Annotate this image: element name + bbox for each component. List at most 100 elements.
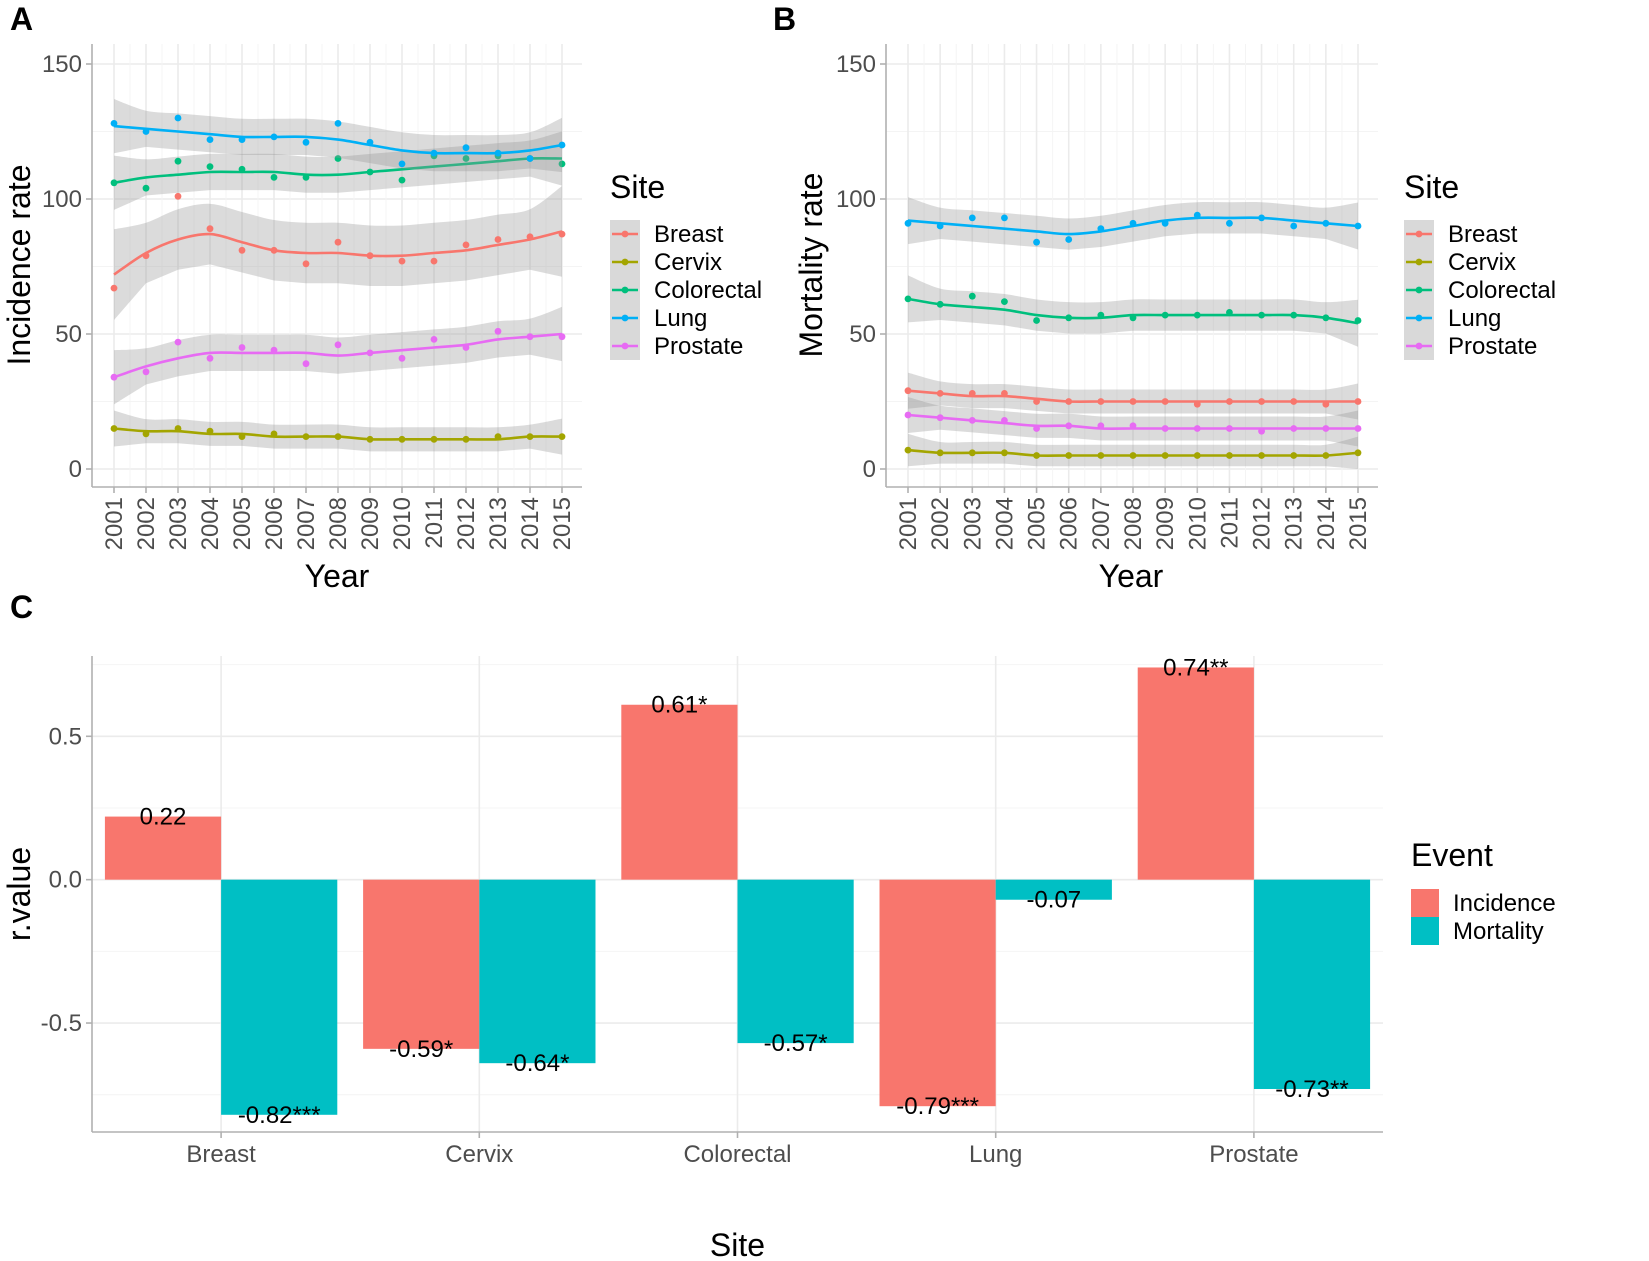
data-point — [174, 114, 182, 122]
x-axis-title: Year — [305, 558, 370, 594]
series-cervix — [904, 433, 1362, 469]
data-point — [270, 133, 278, 141]
y-tick-label: 0 — [863, 456, 876, 483]
confidence-ribbon — [908, 275, 1358, 347]
legend-key-point — [1415, 342, 1423, 350]
data-point — [1290, 425, 1298, 432]
data-point — [1193, 400, 1201, 408]
y-tick-label: -0.5 — [41, 1010, 82, 1037]
data-point — [462, 344, 470, 351]
data-point — [526, 433, 534, 440]
x-tick-label: 2010 — [389, 497, 416, 550]
bar — [621, 704, 738, 880]
bar — [1137, 667, 1254, 880]
x-tick-label: 2008 — [1120, 497, 1147, 550]
data-point — [1354, 449, 1362, 457]
data-point — [1226, 398, 1233, 405]
series-lung — [110, 98, 566, 173]
x-tick-label: 2004 — [197, 497, 224, 550]
data-point — [968, 214, 976, 222]
data-point — [1258, 398, 1265, 405]
legend-label: Colorectal — [654, 277, 762, 304]
x-tick-label: 2005 — [229, 497, 256, 550]
x-tick-label: 2014 — [517, 497, 544, 550]
data-point — [398, 176, 406, 184]
bar-value-label: 0.74** — [1163, 654, 1228, 681]
data-point — [1001, 390, 1008, 397]
data-point — [398, 160, 406, 168]
data-point — [1129, 219, 1137, 227]
legend-key-point — [621, 314, 629, 322]
legend-label: Breast — [1448, 221, 1518, 248]
y-axis-title: Mortality rate — [793, 173, 829, 358]
series-cervix — [110, 410, 566, 455]
data-point — [1065, 398, 1073, 405]
data-point — [904, 295, 912, 303]
data-point — [1258, 427, 1265, 435]
data-point — [430, 336, 438, 343]
legend-key-point — [621, 286, 629, 294]
data-point — [1258, 452, 1265, 459]
data-point — [110, 120, 118, 127]
data-point — [206, 225, 214, 233]
legend-title: Event — [1411, 837, 1493, 873]
data-point — [1354, 317, 1362, 324]
data-point — [110, 373, 118, 381]
data-point — [936, 449, 944, 457]
bar-value-label: 0.22 — [140, 804, 187, 831]
x-tick-label: 2006 — [261, 497, 288, 550]
data-point — [334, 120, 342, 127]
series-breast — [110, 186, 566, 320]
data-point — [494, 236, 502, 243]
data-point — [1161, 219, 1169, 227]
data-point — [398, 435, 406, 443]
legend-key-point — [1415, 258, 1423, 266]
x-tick-label: 2006 — [1056, 497, 1083, 550]
data-point — [1065, 314, 1073, 322]
data-point — [398, 257, 406, 265]
data-point — [1322, 400, 1330, 408]
data-point — [1193, 425, 1201, 432]
confidence-ribbon — [114, 131, 562, 210]
data-point — [366, 252, 374, 260]
data-point — [142, 128, 150, 135]
x-tick-label: Cervix — [445, 1141, 513, 1168]
data-point — [558, 230, 566, 238]
panel-a-tag: A — [10, 1, 33, 37]
data-point — [494, 433, 502, 440]
x-tick-label: 2012 — [1249, 497, 1276, 550]
data-point — [238, 433, 246, 440]
data-point — [430, 435, 438, 443]
data-point — [142, 430, 150, 438]
data-point — [430, 149, 438, 157]
y-tick-label: 150 — [836, 51, 876, 78]
data-point — [1258, 311, 1265, 319]
data-point — [142, 368, 150, 376]
bar — [737, 879, 854, 1044]
legend-key-point — [621, 258, 629, 266]
trend-line — [113, 332, 563, 379]
legend-label: Breast — [654, 221, 724, 248]
data-point — [1097, 422, 1105, 430]
data-point — [462, 155, 470, 162]
data-point — [494, 149, 502, 157]
data-point — [1033, 452, 1040, 459]
legend-title: Site — [610, 169, 665, 205]
data-point — [526, 233, 534, 241]
data-point — [366, 435, 374, 443]
data-point — [1033, 317, 1040, 324]
y-axis-title: Incidence rate — [1, 164, 37, 365]
data-point — [206, 163, 214, 171]
bar-value-label: -0.73** — [1275, 1076, 1348, 1103]
trend-line — [113, 124, 563, 155]
x-tick-label: Lung — [969, 1141, 1022, 1168]
legend-label: Colorectal — [1448, 277, 1556, 304]
legend-key — [1411, 889, 1439, 917]
data-point — [1129, 314, 1137, 322]
x-axis-title: Site — [710, 1227, 765, 1261]
data-point — [1258, 214, 1265, 222]
